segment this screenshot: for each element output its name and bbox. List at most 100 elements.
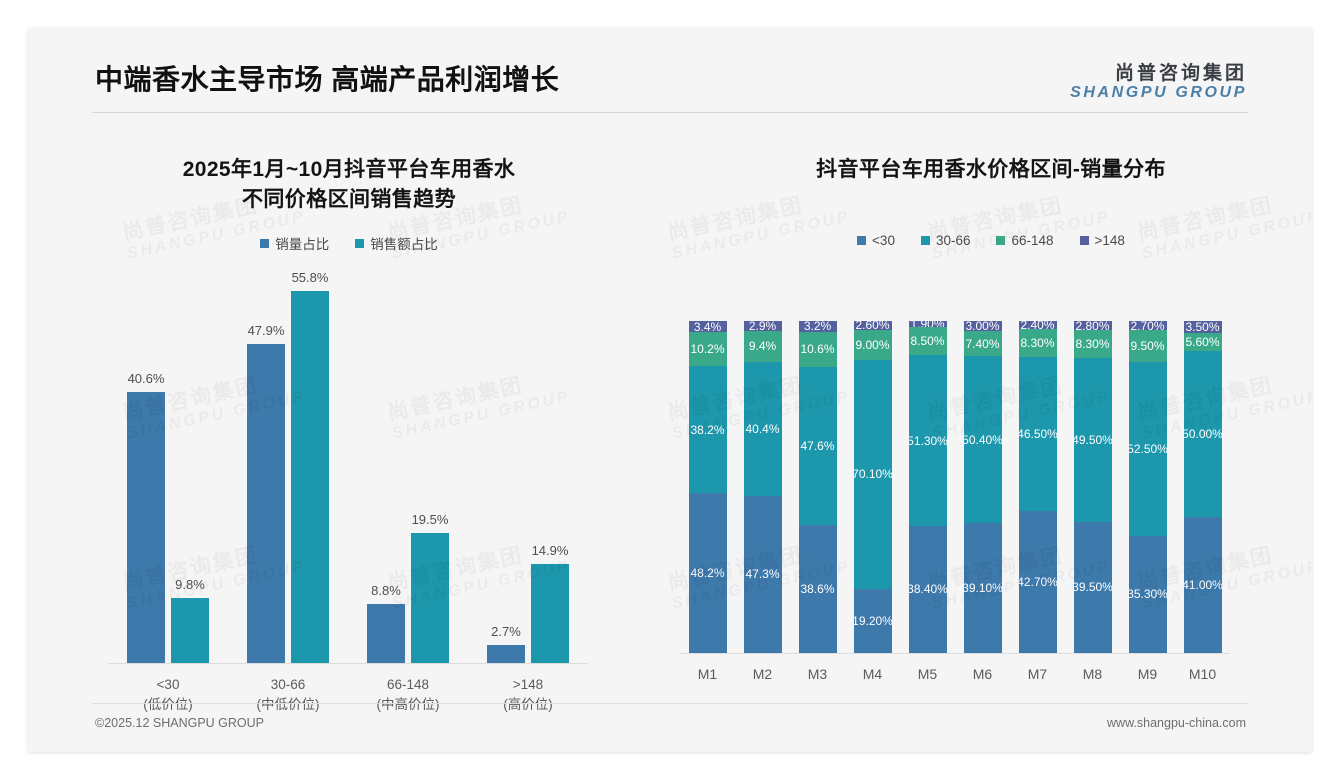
bar-<30-series2[interactable]: 9.8% — [171, 577, 209, 663]
legend-label: <30 — [872, 233, 895, 248]
stack-segment->148[interactable]: 2.70% — [1128, 321, 1167, 330]
bar-66-148-series2[interactable]: 19.5% — [411, 512, 449, 663]
x-axis-month-label: M8 — [1082, 666, 1103, 682]
stack-segment-66-148[interactable]: 7.40% — [963, 331, 1002, 356]
segment-value-label: 42.70% — [1018, 575, 1057, 590]
stack-segment-30-66[interactable]: 46.50% — [1018, 356, 1057, 512]
segment-clip: 3.2% — [799, 321, 837, 332]
stack-segment->148[interactable]: 3.00% — [963, 321, 1002, 332]
segment-clip: 9.4% — [744, 331, 782, 362]
stack-segment-66-148[interactable]: 9.4% — [743, 330, 782, 362]
stack-segment->148[interactable]: 2.40% — [1018, 321, 1057, 330]
legend-item-2[interactable]: 销售额占比 — [355, 233, 438, 253]
x-axis-category-label: <30 (低价位) — [143, 675, 193, 716]
stack-segment-<30[interactable]: 39.50% — [1073, 521, 1112, 653]
legend-item-1[interactable]: 销量占比 — [260, 233, 329, 253]
stack-segment-<30[interactable]: 48.2% — [688, 492, 727, 653]
stack-segment-<30[interactable]: 35.30% — [1128, 535, 1167, 653]
segment-clip: 5.60% — [1184, 333, 1222, 352]
segment-clip: 9.50% — [1129, 330, 1167, 362]
stack-segment->148[interactable]: 2.80% — [1073, 321, 1112, 331]
stacked-bar-M4[interactable]: 19.20% 70.10% 9.00% 2.60% — [853, 321, 892, 653]
stack-segment->148[interactable]: 1.90% — [908, 321, 947, 328]
segment-value-label: 2.9% — [748, 321, 777, 331]
stacked-bar-M9[interactable]: 35.30% 52.50% 9.50% 2.70% — [1128, 321, 1167, 653]
stack-segment-66-148[interactable]: 5.60% — [1183, 332, 1222, 352]
segment-clip: 38.6% — [799, 525, 837, 653]
bar-30-66-series2[interactable]: 55.8% — [291, 270, 329, 663]
segment-clip: 2.9% — [744, 321, 782, 331]
stack-segment-66-148[interactable]: 8.50% — [908, 327, 947, 356]
stack-segment-66-148[interactable]: 10.6% — [798, 331, 837, 367]
legend-swatch-icon — [1079, 236, 1089, 245]
stack-segment-30-66[interactable]: 49.50% — [1073, 357, 1112, 522]
stack-segment-<30[interactable]: 38.40% — [908, 525, 947, 653]
stack-segment-<30[interactable]: 41.00% — [1183, 517, 1222, 653]
stacked-bar-M2[interactable]: 47.3% 40.4% 9.4% 2.9% — [743, 321, 782, 653]
bar-<30-series1[interactable]: 40.6% — [127, 371, 165, 663]
stacked-bar-M8[interactable]: 39.50% 49.50% 8.30% 2.80% — [1073, 321, 1112, 653]
stack-segment-30-66[interactable]: 50.00% — [1183, 351, 1222, 518]
stack-segment->148[interactable]: 3.2% — [798, 321, 837, 332]
stack-segment-30-66[interactable]: 40.4% — [743, 361, 782, 496]
stack-segment-<30[interactable]: 19.20% — [853, 589, 892, 653]
segment-value-label: 2.40% — [1020, 321, 1055, 330]
stack-segment-30-66[interactable]: 47.6% — [798, 366, 837, 525]
segment-value-label: 38.40% — [908, 582, 947, 597]
stack-segment->148[interactable]: 2.60% — [853, 321, 892, 330]
segment-clip: 2.60% — [854, 321, 892, 330]
legend-item-3[interactable]: 66-148 — [996, 233, 1054, 248]
bar->148-series1[interactable]: 2.7% — [487, 624, 525, 663]
stack-segment-<30[interactable]: 47.3% — [743, 495, 782, 653]
stack-segment-<30[interactable]: 42.70% — [1018, 511, 1057, 653]
stack-segment-30-66[interactable]: 38.2% — [688, 366, 727, 493]
stack-segment-30-66[interactable]: 50.40% — [963, 355, 1002, 524]
segment-clip: 51.30% — [909, 355, 947, 525]
footer-divider — [92, 703, 1248, 704]
logo-chinese-text: 尚普咨询集团 — [1114, 63, 1247, 84]
stack-segment-66-148[interactable]: 8.30% — [1073, 330, 1112, 358]
legend-item-4[interactable]: >148 — [1079, 233, 1125, 248]
stack-segment-30-66[interactable]: 51.30% — [908, 355, 947, 526]
stack-segment-66-148[interactable]: 9.00% — [853, 329, 892, 360]
segment-value-label: 39.50% — [1073, 580, 1112, 595]
bar-value-label: 14.9% — [531, 542, 569, 558]
slide-canvas: 中端香水主导市场 高端产品利润增长 尚普咨询集团 SHANGPU GROUP 2… — [28, 28, 1312, 752]
stack-segment-66-148[interactable]: 9.50% — [1128, 329, 1167, 362]
segment-clip: 3.00% — [964, 321, 1002, 331]
stacked-bar-M6[interactable]: 39.10% 50.40% 7.40% 3.00% — [963, 321, 1002, 653]
stack-segment-<30[interactable]: 38.6% — [798, 524, 837, 653]
stack-segment-30-66[interactable]: 52.50% — [1128, 361, 1167, 536]
stacked-bar-M1[interactable]: 48.2% 38.2% 10.2% 3.4% — [688, 321, 727, 653]
category-sublabel: (中高价位) — [376, 697, 440, 713]
legend-item-1[interactable]: <30 — [857, 233, 895, 248]
segment-clip: 70.10% — [854, 360, 892, 590]
segment-clip: 39.50% — [1074, 522, 1112, 653]
bar->148-series2[interactable]: 14.9% — [531, 543, 569, 663]
stack-segment-66-148[interactable]: 10.2% — [688, 332, 727, 367]
stacked-bar-M3[interactable]: 38.6% 47.6% 10.6% 3.2% — [798, 321, 837, 653]
segment-value-label: 9.50% — [1130, 338, 1165, 353]
segment-value-label: 2.80% — [1075, 321, 1110, 331]
bar-30-66-series1[interactable]: 47.9% — [247, 323, 285, 663]
stack-segment->148[interactable]: 2.9% — [743, 321, 782, 331]
bar-66-148-series1[interactable]: 8.8% — [367, 583, 405, 663]
stack-segment-30-66[interactable]: 70.10% — [853, 359, 892, 590]
segment-value-label: 10.2% — [690, 342, 725, 357]
x-axis-month-label: M10 — [1188, 666, 1217, 682]
stack-segment->148[interactable]: 3.4% — [688, 321, 727, 333]
right-chart-title: 抖音平台车用香水价格区间-销量分布 — [670, 155, 1312, 185]
segment-value-label: 3.2% — [803, 321, 832, 332]
stacked-bar-M10[interactable]: 41.00% 50.00% 5.60% 3.50% — [1183, 321, 1222, 653]
segment-clip: 3.4% — [689, 321, 727, 332]
segment-clip: 9.00% — [854, 330, 892, 360]
segment-value-label: 3.00% — [965, 321, 1000, 332]
stacked-bar-M5[interactable]: 38.40% 51.30% 8.50% 1.90% — [908, 321, 947, 653]
segment-value-label: 35.30% — [1128, 587, 1167, 602]
stack-segment-<30[interactable]: 39.10% — [963, 523, 1002, 653]
legend-item-2[interactable]: 30-66 — [920, 233, 970, 248]
stack-segment-66-148[interactable]: 8.30% — [1018, 329, 1057, 357]
stacked-bar-M7[interactable]: 42.70% 46.50% 8.30% 2.40% — [1018, 321, 1057, 653]
stack-segment->148[interactable]: 3.50% — [1183, 321, 1222, 333]
segment-value-label: 2.70% — [1130, 321, 1165, 330]
